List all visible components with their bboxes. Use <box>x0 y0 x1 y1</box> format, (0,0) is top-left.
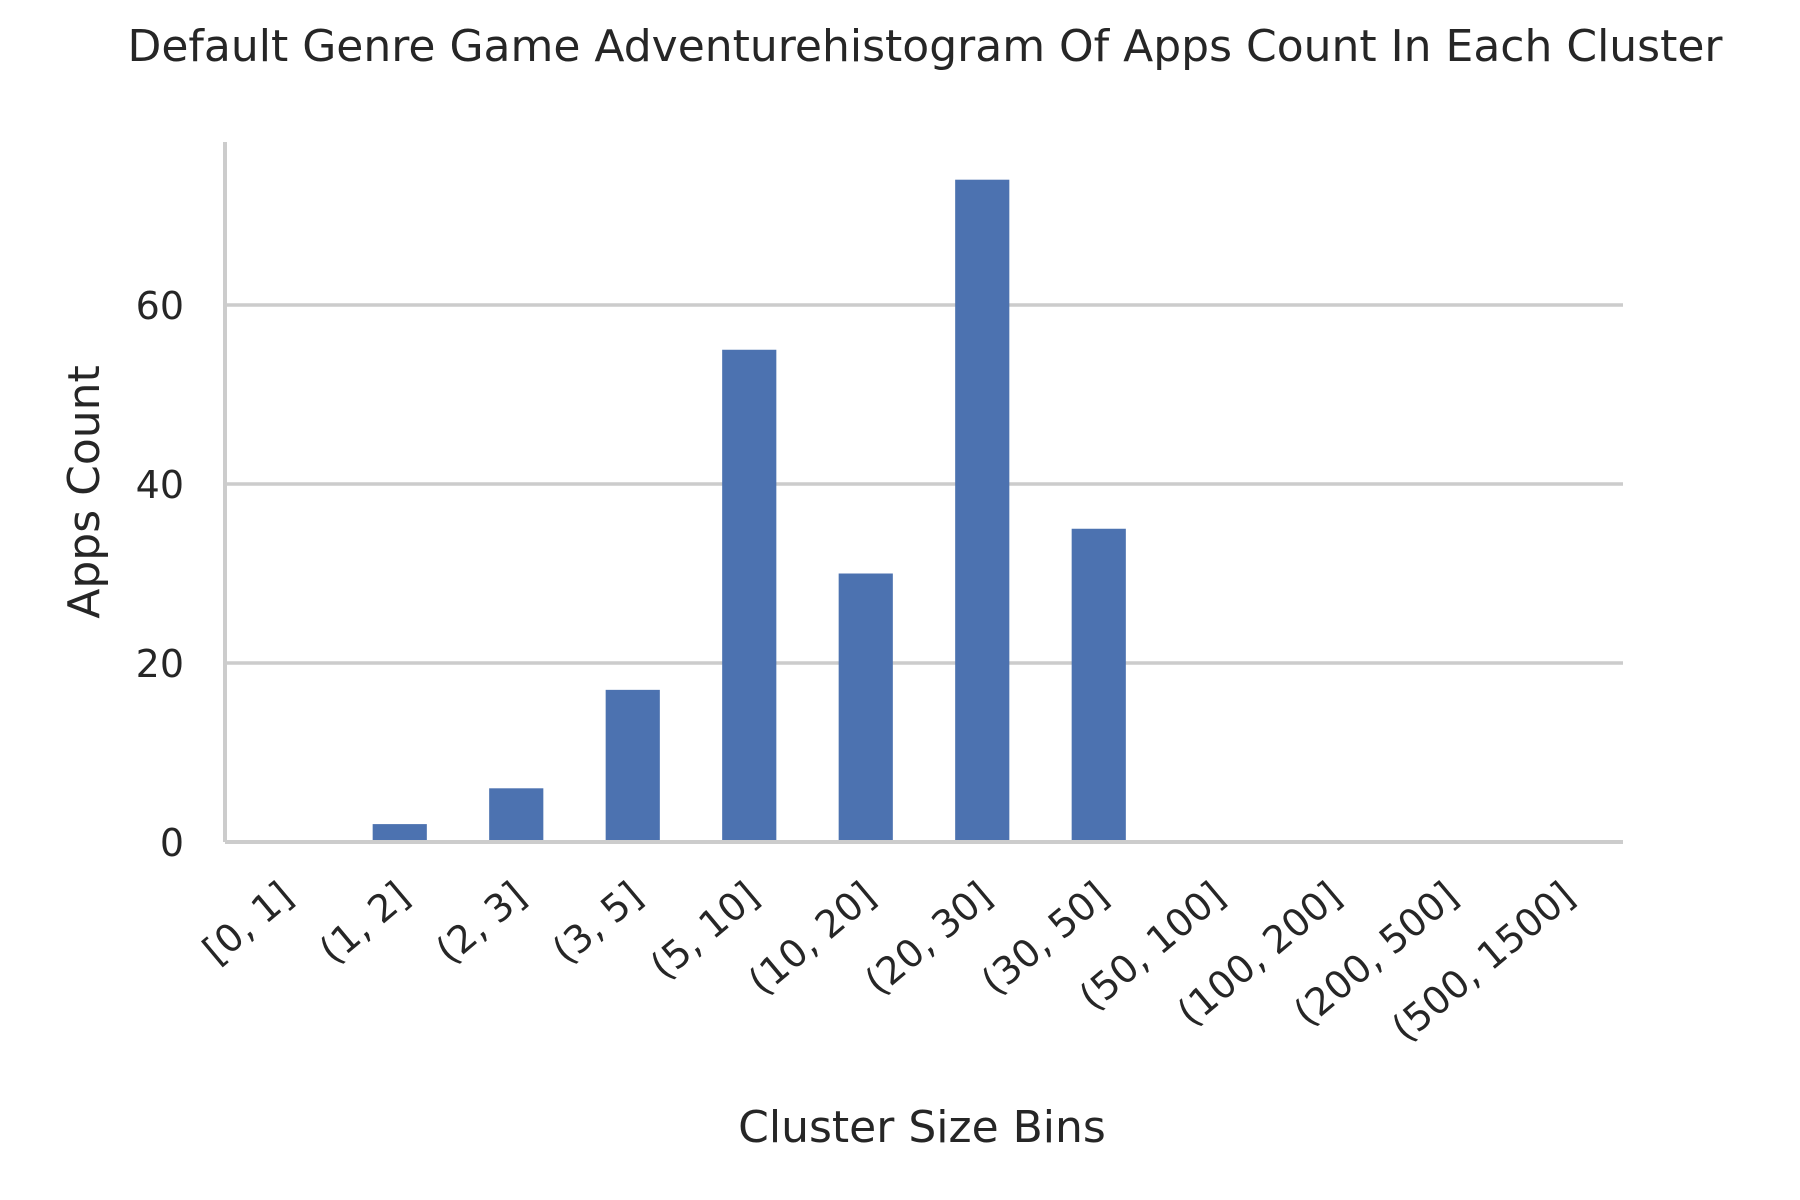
y-tick-label-20: 20 <box>136 642 184 686</box>
x-tick-label-1: (1, 2] <box>311 873 418 972</box>
bar-2 <box>489 788 544 842</box>
x-tick-label-6: (20, 30] <box>856 873 1000 1003</box>
y-axis-label: Apps Count <box>59 365 110 619</box>
bar-1 <box>372 824 427 842</box>
bar-4 <box>722 349 777 842</box>
x-axis-label: Cluster Size Bins <box>738 1102 1106 1153</box>
y-tick-label-0: 0 <box>160 821 184 865</box>
bar-5 <box>838 573 893 842</box>
x-tick-label-5: (10, 20] <box>740 873 884 1003</box>
chart-title: Default Genre Game Adventurehistogram Of… <box>127 21 1723 72</box>
bar-7 <box>1071 528 1126 842</box>
x-tick-label-3: (3, 5] <box>544 873 651 972</box>
y-tick-labels: 0 20 40 60 <box>136 284 184 865</box>
bar-3 <box>605 689 660 842</box>
y-tick-label-60: 60 <box>136 284 184 328</box>
x-tick-labels: [0, 1] (1, 2] (2, 3] (3, 5](5, 10](10, 20](… <box>194 873 1582 1050</box>
bar-6 <box>955 179 1010 842</box>
x-tick-label-2: (2, 3] <box>427 873 534 972</box>
bars <box>372 179 1126 842</box>
gridlines <box>225 303 1623 665</box>
x-tick-label-0: [0, 1] <box>194 873 301 972</box>
y-tick-label-40: 40 <box>136 463 184 507</box>
